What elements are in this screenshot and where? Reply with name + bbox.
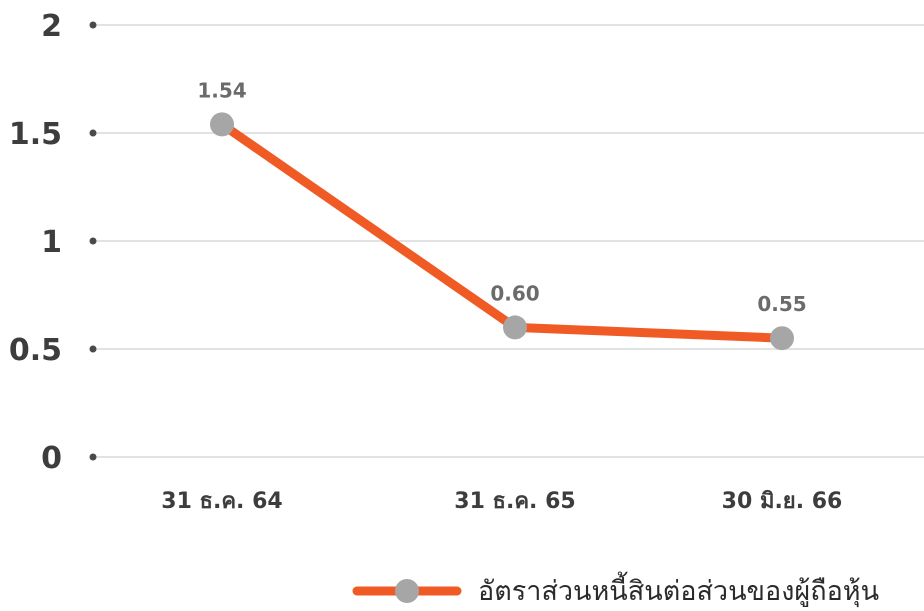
y-tick-label: 1.5: [9, 117, 62, 152]
data-point: [770, 326, 794, 351]
x-tick-label: 30 มิ.ย. 66: [722, 489, 843, 514]
y-tick-dot: [89, 129, 97, 137]
data-point: [210, 112, 234, 137]
data-label: 0.55: [757, 292, 806, 316]
y-tick-dot: [89, 21, 97, 29]
x-tick-label: 31 ธ.ค. 64: [161, 489, 282, 514]
y-tick-dot: [89, 237, 97, 245]
y-tick-label: 1: [41, 225, 62, 260]
data-label: 1.54: [197, 78, 246, 102]
y-axis-ticks: 0 0.5 1 1.5 2: [9, 9, 97, 476]
y-tick-dot: [89, 453, 97, 461]
y-tick-dot: [89, 345, 97, 353]
data-label: 0.60: [490, 281, 539, 305]
data-point: [503, 315, 527, 340]
y-tick-label: 2: [41, 9, 62, 44]
series-line: [217, 119, 787, 343]
x-tick-label: 31 ธ.ค. 65: [454, 489, 575, 514]
data-labels: 1.54 0.60 0.55: [197, 78, 806, 316]
legend-label: อัตราส่วนหนี้สินต่อส่วนของผู้ถือหุ้น: [478, 571, 879, 608]
y-tick-label: 0: [41, 441, 62, 476]
series-debt-to-equity: [210, 112, 794, 351]
y-tick-label: 0.5: [9, 333, 62, 368]
x-axis-ticks: 31 ธ.ค. 64 31 ธ.ค. 65 30 มิ.ย. 66: [161, 489, 842, 514]
legend: อัตราส่วนหนี้สินต่อส่วนของผู้ถือหุ้น: [352, 571, 879, 608]
legend-marker: [395, 579, 419, 603]
